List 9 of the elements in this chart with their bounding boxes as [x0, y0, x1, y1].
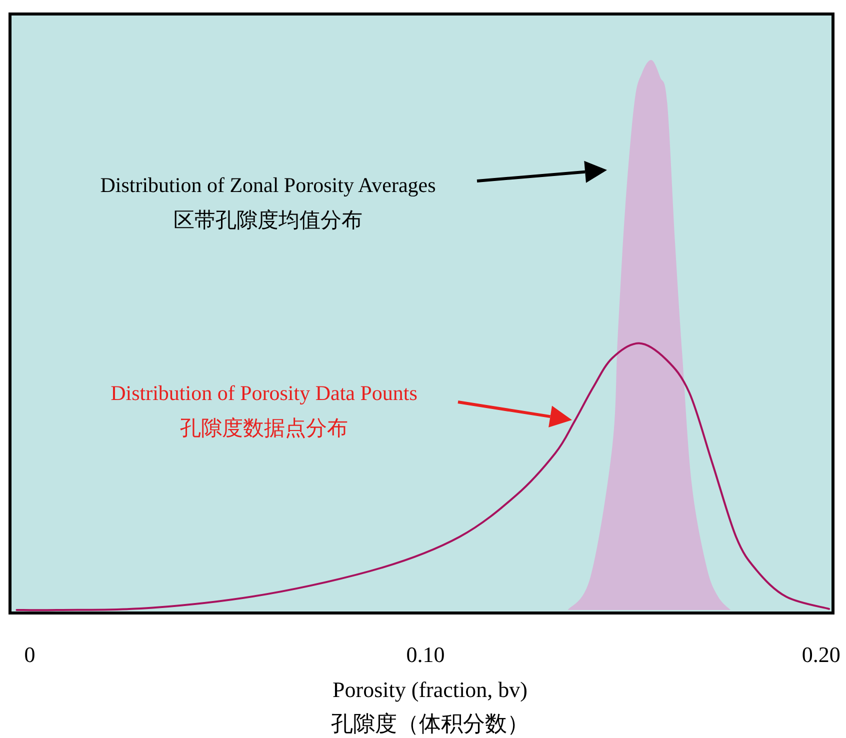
- x-tick-label: 0: [24, 642, 36, 667]
- annotation: Distribution of Porosity Data Pounts: [110, 381, 418, 405]
- annotation: Distribution of Zonal Porosity Averages: [100, 173, 436, 197]
- x-tick-label: 0.10: [406, 642, 445, 667]
- annotation: 区带孔隙度均值分布: [174, 208, 362, 232]
- annotation: 孔隙度数据点分布: [180, 416, 348, 440]
- x-axis-title: Porosity (fraction, bv): [332, 677, 528, 702]
- x-tick-label: 0.20: [802, 642, 840, 667]
- text: 孔隙度（体积分数）: [331, 711, 529, 736]
